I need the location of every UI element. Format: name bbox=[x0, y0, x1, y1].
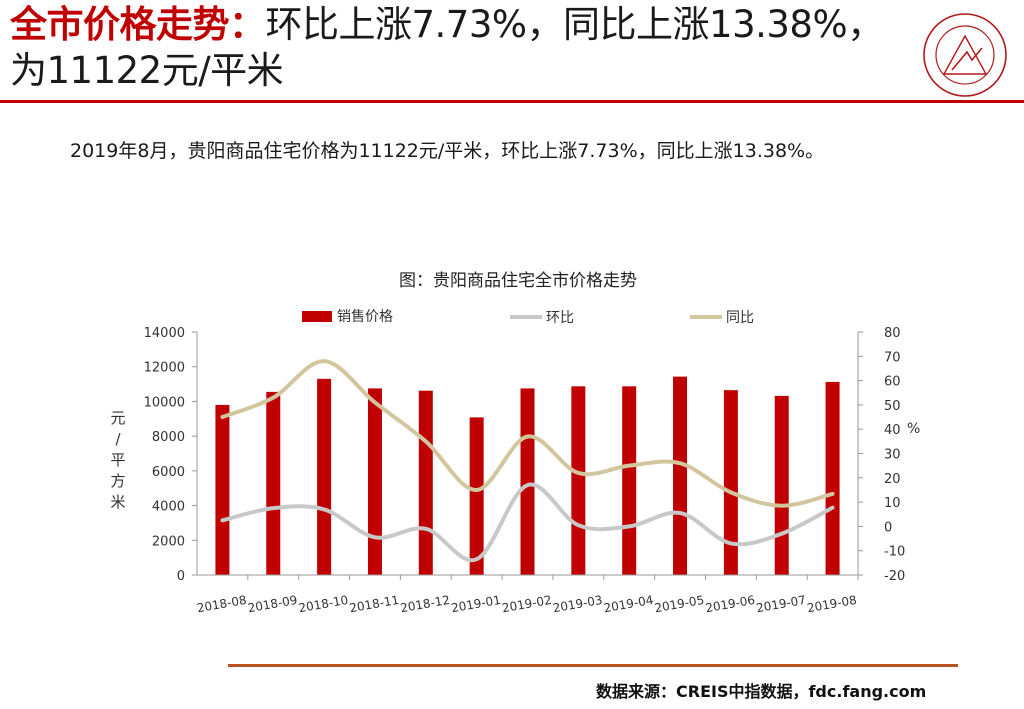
x-tick-label: 2019-07 bbox=[755, 593, 807, 615]
right-tick-label: 30 bbox=[884, 448, 901, 463]
x-tick-label: 2019-04 bbox=[603, 593, 655, 615]
price-trend-chart: 图：贵阳商品住宅全市价格走势 销售价格 环比 同比 元 / 平 方 米 % 02… bbox=[110, 271, 920, 615]
legend-label-mom: 环比 bbox=[546, 310, 574, 326]
title-emphasis: 全市价格走势： bbox=[10, 3, 266, 46]
left-tick-label: 10000 bbox=[144, 395, 185, 410]
bar-2018-12 bbox=[418, 390, 433, 575]
left-axis-char: / bbox=[115, 430, 121, 448]
lines bbox=[220, 359, 835, 563]
header-rule bbox=[0, 100, 1024, 103]
left-axis: 0 2000 4000 6000 8000 10000 12000 14000 bbox=[144, 326, 198, 584]
chart-legend: 销售价格 环比 同比 bbox=[302, 309, 754, 326]
x-axis: 2018-08 2018-09 2018-10 2018-11 2018-12 2019-… bbox=[196, 574, 859, 615]
left-axis-char: 元 bbox=[110, 409, 125, 427]
x-tick-label: 2018-11 bbox=[348, 593, 400, 615]
bar-2018-10 bbox=[317, 378, 332, 575]
chart-title: 图：贵阳商品住宅全市价格走势 bbox=[399, 271, 637, 291]
right-tick-label: 60 bbox=[884, 375, 901, 390]
right-tick-label: 20 bbox=[884, 472, 901, 487]
bar-2019-04 bbox=[622, 386, 637, 575]
left-tick-label: 8000 bbox=[152, 430, 185, 445]
summary-text: 2019年8月，贵阳商品住宅价格为11122元/平米，环比上涨7.73%，同比上… bbox=[70, 140, 825, 162]
x-tick-label: 2019-05 bbox=[653, 593, 705, 615]
left-tick-label: 2000 bbox=[152, 534, 185, 549]
bar-2019-01 bbox=[469, 417, 484, 575]
right-tick-label: 0 bbox=[884, 520, 892, 535]
bar-2018-11 bbox=[367, 388, 382, 575]
title-rest: 环比上涨7.73%，同比上涨13.38%，为11122元/平米 bbox=[10, 3, 884, 92]
x-tick-label: 2018-08 bbox=[196, 593, 248, 615]
x-tick-label: 2019-01 bbox=[450, 593, 502, 615]
left-axis-char: 平 bbox=[110, 451, 125, 469]
data-source: 数据来源：CREIS中指数据，fdc.fang.com bbox=[596, 682, 927, 701]
yoy-line bbox=[220, 359, 835, 508]
footer-rule bbox=[228, 664, 958, 667]
bar-2018-08 bbox=[215, 404, 230, 575]
x-tick-label: 2019-02 bbox=[501, 593, 553, 615]
left-tick-label: 4000 bbox=[152, 500, 185, 515]
legend-label-price: 销售价格 bbox=[337, 309, 393, 325]
left-axis-char: 方 bbox=[110, 472, 125, 490]
bar-2019-02 bbox=[520, 388, 535, 575]
x-tick-label: 2018-10 bbox=[298, 593, 350, 615]
left-tick-label: 6000 bbox=[152, 465, 185, 480]
china-index-academy-logo bbox=[923, 13, 1007, 97]
x-tick-label: 2019-03 bbox=[552, 593, 604, 615]
right-tick-label: 50 bbox=[884, 399, 901, 414]
legend-label-yoy: 同比 bbox=[726, 310, 754, 326]
bar-2018-09 bbox=[266, 391, 281, 575]
x-tick-label: 2019-08 bbox=[806, 593, 858, 615]
left-axis-char: 米 bbox=[110, 493, 125, 511]
right-tick-label: -10 bbox=[884, 545, 905, 560]
left-tick-label: 0 bbox=[177, 569, 185, 584]
right-tick-label: 80 bbox=[884, 326, 901, 341]
bar-2019-03 bbox=[571, 386, 586, 575]
x-tick-label: 2019-06 bbox=[704, 593, 756, 615]
right-axis: -20 -10 0 10 20 30 40 50 60 70 80 bbox=[857, 326, 905, 584]
right-tick-label: 40 bbox=[884, 423, 901, 438]
x-tick-label: 2018-09 bbox=[247, 593, 299, 615]
right-tick-label: 10 bbox=[884, 496, 901, 511]
left-tick-label: 14000 bbox=[144, 326, 185, 341]
right-tick-label: -20 bbox=[884, 569, 905, 584]
left-axis-label: 元 / 平 方 米 bbox=[110, 409, 125, 511]
right-axis-label: % bbox=[907, 421, 920, 437]
left-tick-label: 12000 bbox=[144, 361, 185, 376]
x-tick-label: 2018-12 bbox=[399, 593, 451, 615]
right-tick-label: 70 bbox=[884, 350, 901, 365]
legend-swatch-price bbox=[302, 311, 332, 322]
page-title: 全市价格走势：环比上涨7.73%，同比上涨13.38%，为11122元/平米 bbox=[10, 2, 900, 94]
mom-line bbox=[220, 482, 835, 563]
bar-2019-08 bbox=[825, 381, 840, 575]
bar-2019-07 bbox=[774, 395, 789, 575]
bar-2019-05 bbox=[673, 376, 688, 575]
bar-2019-06 bbox=[723, 390, 738, 575]
